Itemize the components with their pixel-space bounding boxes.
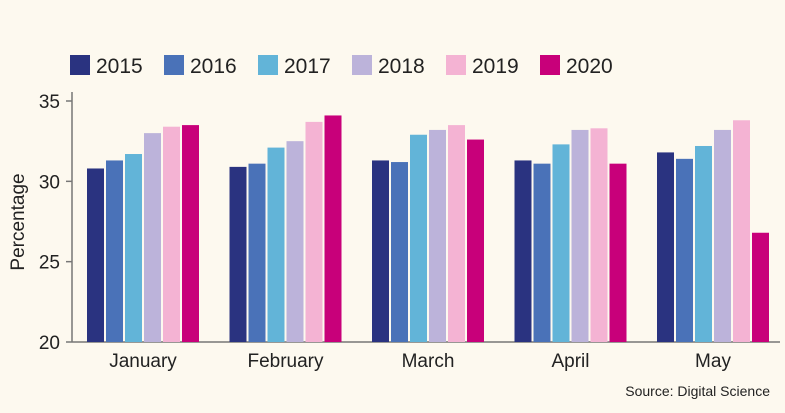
bar-april-2019 — [590, 128, 608, 342]
x-tick-label: April — [551, 351, 589, 372]
legend-label: 2019 — [472, 55, 519, 78]
bar-february-2017 — [267, 147, 285, 342]
x-axis: January February March April May — [109, 351, 731, 372]
bar-february-2016 — [248, 163, 266, 342]
bar-april-2016 — [533, 163, 551, 342]
bar-january-2018 — [144, 133, 161, 342]
bar-may-2017 — [695, 145, 712, 342]
bar-april-2020 — [609, 163, 627, 342]
x-tick-label: January — [109, 351, 177, 372]
bar-march-2015 — [372, 160, 389, 342]
bar-january-2016 — [106, 160, 123, 342]
bar-march-2018 — [429, 129, 446, 342]
bar-march-2020 — [467, 139, 484, 342]
bar-april-2017 — [552, 144, 570, 342]
bars — [87, 115, 769, 343]
bar-march-2017 — [410, 134, 427, 342]
bar-may-2018 — [714, 129, 731, 342]
bar-april-2015 — [514, 160, 532, 342]
legend-swatch-2016 — [164, 55, 184, 75]
bar-january-2015 — [87, 168, 104, 342]
legend-label: 2020 — [566, 55, 613, 78]
bar-february-2020 — [324, 115, 342, 343]
bar-may-2019 — [733, 120, 750, 342]
y-tick-label: 20 — [39, 333, 60, 354]
legend-swatch-2015 — [70, 55, 90, 75]
bar-may-2020 — [752, 232, 769, 342]
bar-january-2019 — [163, 126, 180, 342]
x-tick-label: March — [402, 351, 455, 372]
y-tick-label: 35 — [39, 92, 60, 113]
y-axis-label: Percentage — [8, 173, 29, 270]
bar-may-2016 — [676, 158, 693, 342]
bar-january-2020 — [182, 125, 199, 342]
y-tick-label: 30 — [39, 172, 60, 193]
legend-swatch-2019 — [446, 55, 466, 75]
bar-february-2019 — [305, 121, 323, 343]
legend-label: 2015 — [96, 55, 143, 78]
bar-february-2015 — [229, 166, 247, 342]
x-tick-label: May — [695, 351, 731, 372]
legend-label: 2018 — [378, 55, 425, 78]
bar-january-2017 — [125, 154, 142, 342]
bar-april-2018 — [571, 129, 589, 342]
legend-swatch-2018 — [352, 55, 372, 75]
legend: 2015 2016 2017 2018 2019 2020 — [70, 55, 613, 78]
x-tick-label: February — [247, 351, 324, 372]
bar-march-2016 — [391, 162, 408, 342]
bar-may-2015 — [657, 152, 674, 342]
source-note: Source: Digital Science — [625, 383, 770, 399]
legend-swatch-2020 — [540, 55, 560, 75]
bar-march-2019 — [448, 125, 465, 342]
legend-label: 2017 — [284, 55, 331, 78]
bar-february-2018 — [286, 141, 304, 342]
legend-label: 2016 — [190, 55, 237, 78]
y-tick-label: 25 — [39, 253, 60, 274]
legend-swatch-2017 — [258, 55, 278, 75]
